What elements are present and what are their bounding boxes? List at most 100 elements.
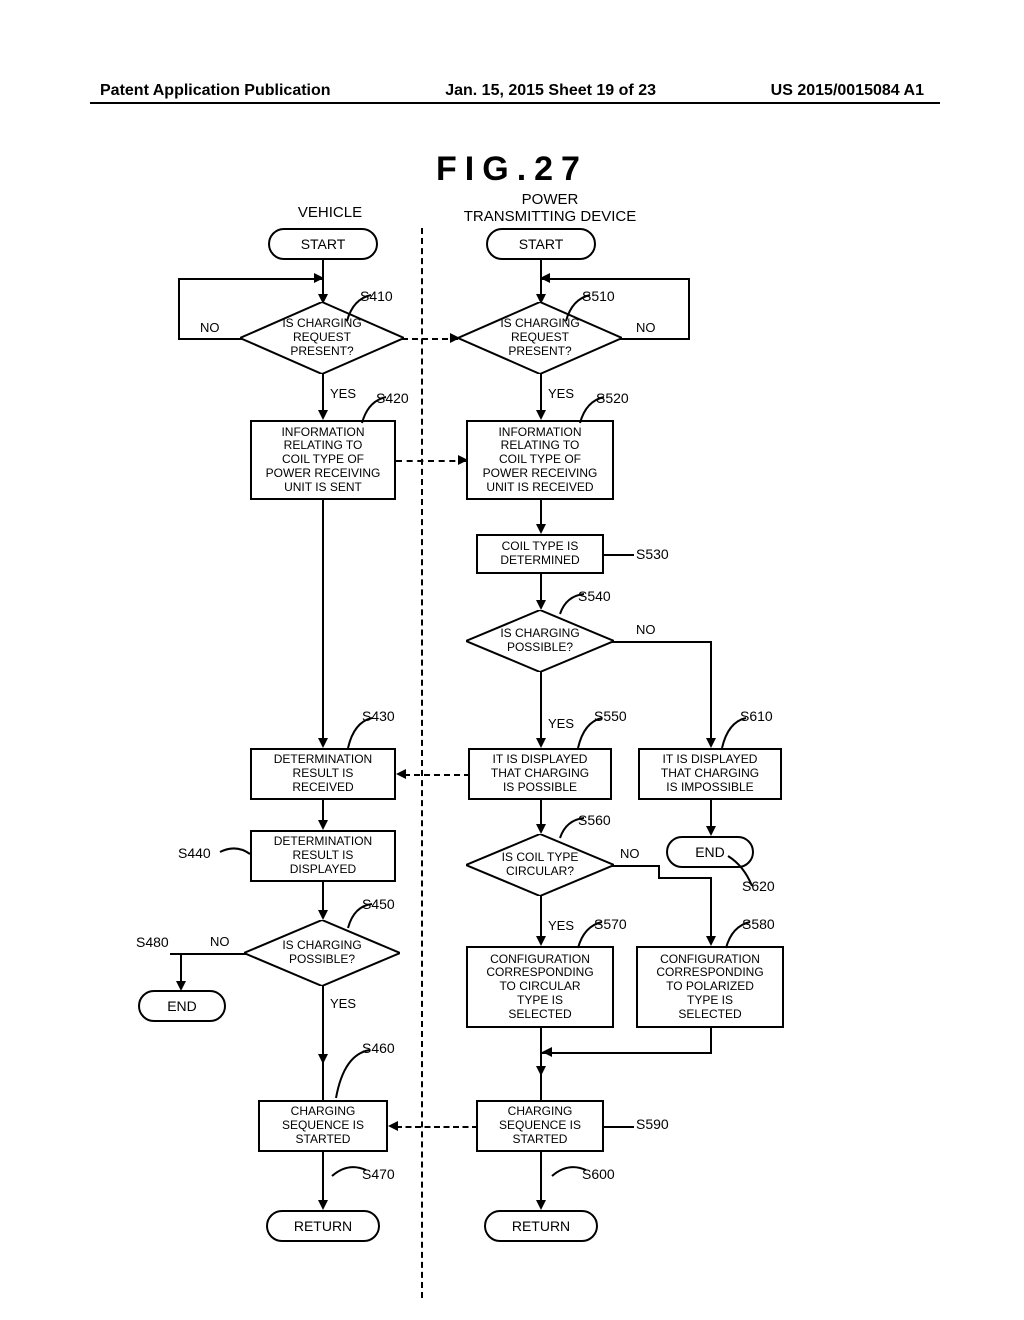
connector-curve	[345, 293, 375, 323]
arrow-left-icon	[542, 1047, 552, 1057]
conn	[540, 672, 542, 742]
s560-decision: IS COIL TYPE CIRCULAR?	[466, 834, 614, 896]
s410-decision: IS CHARGING REQUEST PRESENT?	[240, 302, 404, 374]
arrow-down-icon	[318, 910, 328, 920]
arrow-down-icon	[536, 600, 546, 610]
dash-conn	[396, 460, 466, 462]
connector-curve	[558, 592, 588, 616]
connector-curve	[576, 920, 606, 950]
conn	[658, 877, 712, 879]
arrow-left-icon	[540, 273, 550, 283]
connector-curve	[724, 920, 754, 950]
s530-label: S530	[636, 546, 669, 562]
s430-process: DETERMINATION RESULT IS RECEIVED	[250, 748, 396, 800]
conn	[658, 865, 660, 877]
connector-curve	[576, 716, 606, 752]
conn	[322, 882, 324, 912]
center-divider	[421, 228, 423, 1298]
arrow-right-icon	[450, 333, 460, 343]
s420-process: INFORMATION RELATING TO COIL TYPE OF POW…	[250, 420, 396, 500]
arrow-down-icon	[318, 410, 328, 420]
connector-curve	[346, 716, 376, 752]
s450-yes-label: YES	[330, 996, 356, 1011]
arrow-down-icon	[536, 824, 546, 834]
conn	[178, 278, 180, 338]
header-left: Patent Application Publication	[100, 82, 331, 100]
patent-header: Patent Application Publication Jan. 15, …	[0, 82, 1024, 100]
s440-process: DETERMINATION RESULT IS DISPLAYED	[250, 830, 396, 882]
conn	[540, 374, 542, 412]
arrow-right-icon	[314, 273, 324, 283]
arrow-down-icon	[536, 410, 546, 420]
arrow-down-icon	[318, 1200, 328, 1210]
conn	[322, 374, 324, 412]
connector-curve	[218, 842, 252, 862]
conn	[710, 877, 712, 939]
connector-curve	[720, 716, 750, 752]
header-rule	[90, 102, 940, 104]
s410-no-label: NO	[200, 320, 220, 335]
conn	[710, 800, 712, 828]
s550-process: IT IS DISPLAYED THAT CHARGING IS POSSIBL…	[468, 748, 612, 800]
arrow-down-icon	[536, 524, 546, 534]
s560-no-label: NO	[620, 846, 640, 861]
conn	[540, 574, 542, 602]
conn	[612, 641, 712, 643]
conn	[322, 800, 324, 822]
s540-decision: IS CHARGING POSSIBLE?	[466, 610, 614, 672]
arrow-down-icon	[536, 936, 546, 946]
arrow-left-icon	[396, 769, 406, 779]
connector-curve	[346, 902, 376, 930]
header-right: US 2015/0015084 A1	[771, 82, 924, 100]
connector-curve	[578, 395, 608, 425]
s460-process: CHARGING SEQUENCE IS STARTED	[258, 1100, 388, 1152]
arrow-down-icon	[706, 738, 716, 748]
conn	[612, 865, 660, 867]
connector-curve	[564, 293, 594, 323]
s450-decision: IS CHARGING POSSIBLE?	[244, 920, 400, 986]
s510-yes-label: YES	[548, 386, 574, 401]
s540-no-label: NO	[636, 622, 656, 637]
s520-process: INFORMATION RELATING TO COIL TYPE OF POW…	[466, 420, 614, 500]
connector-curve	[334, 1048, 374, 1102]
dash-conn	[396, 1126, 478, 1128]
arrow-down-icon	[536, 738, 546, 748]
vehicle-column-label: VEHICLE	[270, 205, 390, 222]
conn	[180, 953, 246, 955]
dash-conn	[404, 774, 470, 776]
conn	[322, 1152, 324, 1202]
s580-process: CONFIGURATION CORRESPONDING TO POLARIZED…	[636, 946, 784, 1028]
conn	[540, 278, 690, 280]
conn	[604, 554, 634, 556]
s590-process: CHARGING SEQUENCE IS STARTED	[476, 1100, 604, 1152]
connector-curve	[550, 1160, 590, 1180]
device-start: START	[486, 228, 596, 260]
conn	[322, 500, 324, 740]
header-center: Jan. 15, 2015 Sheet 19 of 23	[445, 82, 656, 100]
conn	[180, 953, 182, 983]
s440-label: S440	[178, 845, 211, 861]
s590-label: S590	[636, 1116, 669, 1132]
connector-curve	[330, 1160, 370, 1180]
conn	[178, 338, 242, 340]
connector-curve	[726, 854, 756, 890]
s610-process: IT IS DISPLAYED THAT CHARGING IS IMPOSSI…	[638, 748, 782, 800]
conn	[540, 800, 542, 826]
conn	[710, 641, 712, 741]
conn	[540, 1052, 712, 1054]
s450-no-label: NO	[210, 934, 230, 949]
s570-process: CONFIGURATION CORRESPONDING TO CIRCULAR …	[466, 946, 614, 1028]
connector-curve	[558, 816, 588, 840]
connector-curve	[360, 395, 390, 425]
vehicle-end: END	[138, 990, 226, 1022]
conn	[710, 1028, 712, 1052]
arrow-down-icon	[706, 936, 716, 946]
s530-process: COIL TYPE IS DETERMINED	[476, 534, 604, 574]
s480-label: S480	[136, 934, 169, 950]
s560-yes-label: YES	[548, 918, 574, 933]
s510-decision: IS CHARGING REQUEST PRESENT?	[458, 302, 622, 374]
arrow-down-icon	[318, 738, 328, 748]
arrow-down-icon	[318, 820, 328, 830]
conn	[604, 1126, 634, 1128]
arrow-left-icon	[388, 1121, 398, 1131]
